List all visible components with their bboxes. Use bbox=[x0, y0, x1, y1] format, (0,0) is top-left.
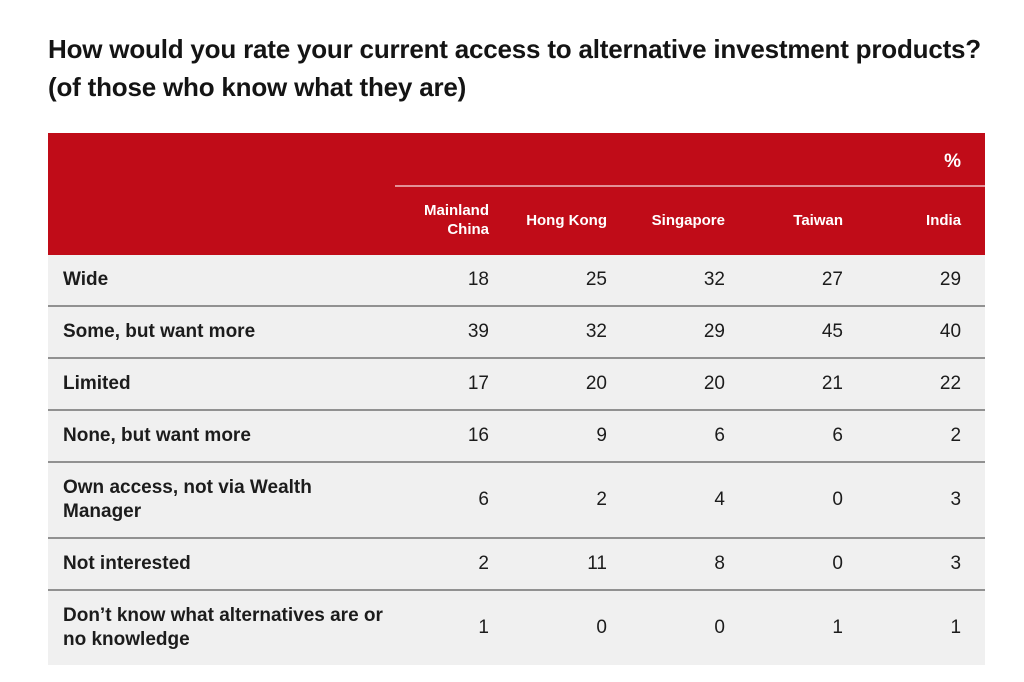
table-row: Some, but want more 39 32 29 45 40 bbox=[48, 305, 986, 358]
page-title: How would you rate your current access t… bbox=[48, 34, 981, 102]
value-cell: 22 bbox=[867, 357, 986, 410]
value-cell: 1 bbox=[749, 589, 867, 665]
value-cell: 25 bbox=[513, 255, 631, 306]
table-row: Wide 18 25 32 27 29 bbox=[48, 255, 986, 306]
value-cell: 1 bbox=[395, 589, 513, 665]
value-cell: 0 bbox=[749, 537, 867, 590]
row-label: None, but want more bbox=[48, 409, 395, 462]
table-row: None, but want more 16 9 6 6 2 bbox=[48, 409, 986, 462]
column-header-hong-kong: Hong Kong bbox=[513, 186, 631, 255]
value-cell: 45 bbox=[749, 305, 867, 358]
survey-table: % Mainland China Hong Kong Singapore Tai… bbox=[48, 133, 986, 665]
page: How would you rate your current access t… bbox=[0, 30, 1024, 682]
row-label: Not interested bbox=[48, 537, 395, 590]
value-cell: 8 bbox=[631, 537, 749, 590]
table-row: Limited 17 20 20 21 22 bbox=[48, 357, 986, 410]
value-cell: 3 bbox=[867, 461, 986, 538]
table-header: % Mainland China Hong Kong Singapore Tai… bbox=[48, 133, 986, 255]
percent-unit-label: % bbox=[395, 133, 986, 187]
column-header-spacer bbox=[48, 186, 395, 255]
column-header-india: India bbox=[867, 186, 986, 255]
value-cell: 27 bbox=[749, 255, 867, 306]
column-header-singapore: Singapore bbox=[631, 186, 749, 255]
row-label: Don’t know what alternatives are or no k… bbox=[48, 589, 395, 665]
value-cell: 3 bbox=[867, 537, 986, 590]
value-cell: 32 bbox=[513, 305, 631, 358]
value-cell: 6 bbox=[395, 461, 513, 538]
value-cell: 0 bbox=[513, 589, 631, 665]
value-cell: 21 bbox=[749, 357, 867, 410]
value-cell: 4 bbox=[631, 461, 749, 538]
value-cell: 16 bbox=[395, 409, 513, 462]
unit-row-spacer bbox=[48, 133, 395, 186]
value-cell: 11 bbox=[513, 537, 631, 590]
row-label: Limited bbox=[48, 357, 395, 410]
column-header-row: Mainland China Hong Kong Singapore Taiwa… bbox=[48, 186, 986, 255]
value-cell: 6 bbox=[631, 409, 749, 462]
value-cell: 6 bbox=[749, 409, 867, 462]
value-cell: 32 bbox=[631, 255, 749, 306]
value-cell: 0 bbox=[631, 589, 749, 665]
table-body: Wide 18 25 32 27 29 Some, but want more … bbox=[48, 255, 986, 665]
value-cell: 2 bbox=[867, 409, 986, 462]
value-cell: 2 bbox=[513, 461, 631, 538]
column-header-taiwan: Taiwan bbox=[749, 186, 867, 255]
value-cell: 20 bbox=[631, 357, 749, 410]
value-cell: 20 bbox=[513, 357, 631, 410]
value-cell: 39 bbox=[395, 305, 513, 358]
column-header-mainland-china: Mainland China bbox=[395, 186, 513, 255]
value-cell: 2 bbox=[395, 537, 513, 590]
value-cell: 18 bbox=[395, 255, 513, 306]
value-cell: 1 bbox=[867, 589, 986, 665]
value-cell: 29 bbox=[631, 305, 749, 358]
value-cell: 0 bbox=[749, 461, 867, 538]
value-cell: 40 bbox=[867, 305, 986, 358]
unit-row: % bbox=[48, 133, 986, 187]
row-label: Own access, not via Wealth Manager bbox=[48, 461, 395, 538]
table-row: Don’t know what alternatives are or no k… bbox=[48, 589, 986, 665]
value-cell: 29 bbox=[867, 255, 986, 306]
row-label: Wide bbox=[48, 255, 395, 306]
table-row: Own access, not via Wealth Manager 6 2 4… bbox=[48, 461, 986, 538]
value-cell: 9 bbox=[513, 409, 631, 462]
table-row: Not interested 2 11 8 0 3 bbox=[48, 537, 986, 590]
value-cell: 17 bbox=[395, 357, 513, 410]
row-label: Some, but want more bbox=[48, 305, 395, 358]
